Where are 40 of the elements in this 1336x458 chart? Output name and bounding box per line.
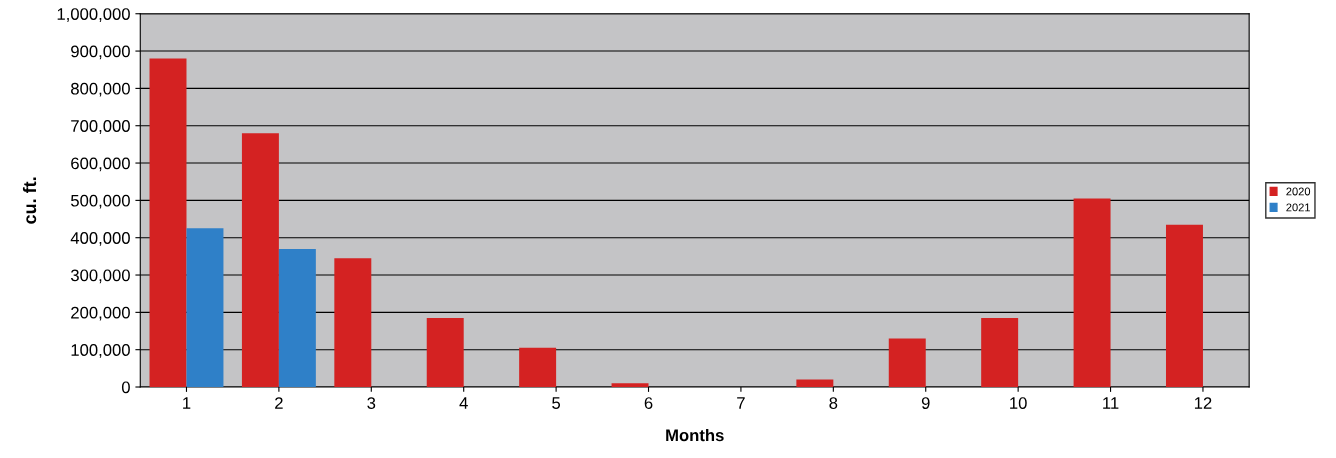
bar — [519, 347, 557, 388]
bar — [888, 338, 926, 388]
bar — [981, 317, 1019, 388]
bar — [278, 248, 316, 388]
y-tick-label: 400,000 — [70, 232, 130, 246]
y-tick-label: 600,000 — [71, 157, 130, 172]
bar — [611, 383, 649, 388]
y-tick-label: 800,000 — [71, 82, 130, 97]
x-tick-label: 3 — [367, 397, 376, 409]
legend-label: 2020 — [1286, 187, 1311, 196]
y-axis-title: cu. ft. — [22, 177, 37, 224]
y-tick-label: 100,000 — [71, 344, 130, 358]
bar — [1165, 224, 1203, 388]
bar — [426, 317, 464, 388]
x-tick-label: 6 — [644, 397, 653, 409]
x-tick-label: 5 — [552, 397, 561, 409]
x-tick-label: 10 — [1010, 397, 1027, 409]
x-tick-label: 4 — [459, 397, 468, 409]
y-tick-label: 700,000 — [71, 120, 130, 134]
y-tick-label: 200,000 — [71, 306, 130, 321]
x-axis-title: Months — [666, 428, 724, 442]
y-tick-label: 300,000 — [70, 269, 130, 284]
bar — [186, 228, 224, 388]
bar — [796, 379, 834, 388]
x-tick-label: 11 — [1103, 397, 1119, 409]
bar — [1073, 198, 1111, 388]
y-tick-label: 1,000,000 — [57, 8, 130, 22]
y-tick-label: 500,000 — [70, 194, 130, 209]
x-tick-label: 12 — [1194, 397, 1212, 409]
legend-label: 2021 — [1286, 203, 1310, 212]
bar — [334, 258, 372, 388]
x-tick-label: 1 — [183, 397, 191, 409]
bar — [149, 58, 187, 388]
x-tick-label: 7 — [737, 397, 745, 409]
x-tick-label: 9 — [921, 397, 930, 409]
y-tick-label: 900,000 — [71, 45, 130, 60]
bar — [241, 133, 279, 388]
x-tick-label: 2 — [275, 397, 283, 409]
x-tick-label: 8 — [829, 397, 838, 409]
y-tick-label: 0 — [121, 381, 130, 394]
